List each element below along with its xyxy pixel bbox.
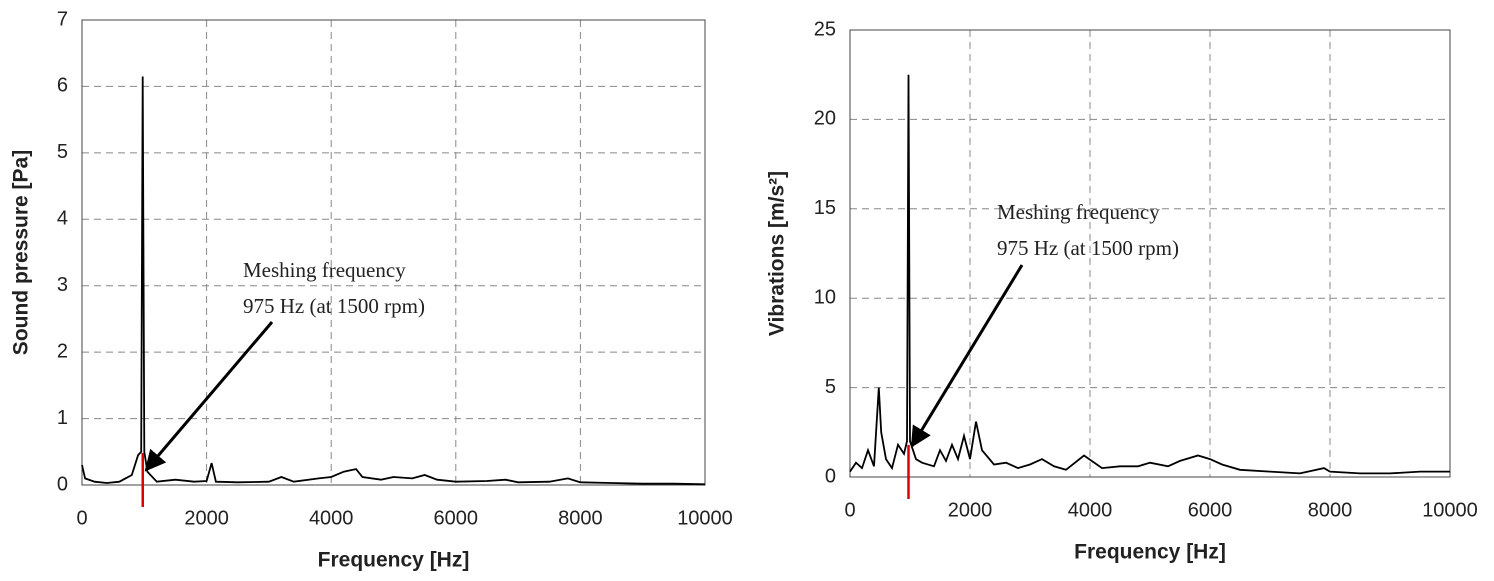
annotation: 975 Hz (at 1500 rpm) (997, 236, 1179, 260)
x-tick-label: 10000 (677, 507, 733, 529)
y-tick-label: 1 (57, 407, 68, 429)
x-axis-title: Frequency [Hz] (318, 549, 470, 572)
x-tick-label: 2000 (948, 499, 993, 521)
x-tick-label: 2000 (184, 507, 229, 529)
y-tick-label: 4 (57, 208, 68, 230)
annotation-arrow (910, 264, 1024, 448)
x-tick-label: 4000 (309, 507, 354, 529)
x-tick-label: 0 (76, 507, 87, 529)
annotation: Meshing frequency (997, 200, 1160, 224)
x-tick-label: 8000 (1308, 499, 1353, 521)
y-tick-label: 0 (57, 473, 68, 495)
x-tick-label: 10000 (1422, 499, 1478, 521)
y-tick-label: 3 (57, 274, 68, 296)
plot-frame (81, 19, 706, 486)
y-tick-label: 25 (814, 18, 836, 40)
spectrum-line (81, 76, 706, 486)
x-tick-label: 6000 (434, 507, 479, 529)
x-tick-label: 6000 (1188, 499, 1233, 521)
plot-frame (849, 29, 1451, 478)
y-tick-label: 0 (825, 465, 836, 487)
y-tick-label: 7 (57, 8, 68, 30)
y-axis-title: Vibrations [m/s²] (766, 171, 789, 336)
spectrum-line (849, 74, 1450, 475)
annotation: Meshing frequency (243, 258, 406, 282)
y-tick-label: 5 (57, 141, 68, 163)
y-tick-label: 5 (825, 376, 836, 398)
chart: 0 1 2 3 4 5 6 7 0 2000 4000 6000 8000 10000 Frequency … (10, 8, 733, 571)
y-tick-label: 2 (57, 340, 68, 362)
x-tick-label: 0 (844, 499, 855, 521)
y-axis-title: Sound pressure [Pa] (10, 150, 33, 355)
annotation: 975 Hz (at 1500 rpm) (243, 294, 425, 318)
x-tick-label: 4000 (1068, 499, 1113, 521)
y-tick-label: 15 (814, 197, 836, 219)
y-tick-label: 6 (57, 75, 68, 97)
chart: 0 5 10 15 20 25 0 2000 4000 6000 8000 10000 Frequenc… (766, 18, 1478, 563)
y-tick-label: 20 (814, 108, 836, 130)
x-tick-label: 8000 (558, 507, 603, 529)
x-axis-title: Frequency [Hz] (1074, 541, 1226, 564)
annotation-arrow (144, 321, 274, 472)
y-tick-label: 10 (814, 286, 836, 308)
